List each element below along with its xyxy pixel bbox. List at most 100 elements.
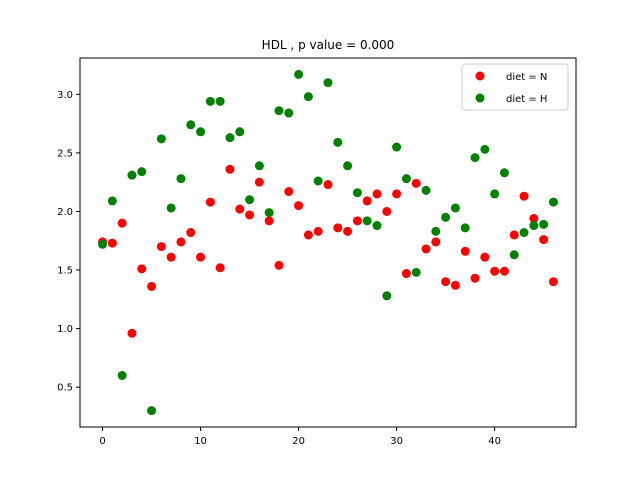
data-point	[254, 161, 264, 171]
data-point	[274, 260, 284, 270]
data-point	[382, 291, 392, 301]
data-point	[548, 197, 558, 207]
data-point	[450, 203, 460, 213]
data-point	[147, 281, 157, 291]
data-point	[392, 142, 402, 152]
data-point	[166, 203, 176, 213]
data-point	[117, 218, 127, 228]
data-point	[499, 168, 509, 178]
chart-title: HDL , p value = 0.000	[262, 38, 395, 52]
series-0	[98, 164, 558, 338]
data-point	[127, 328, 137, 338]
data-point	[401, 269, 411, 279]
data-point	[539, 235, 549, 245]
legend-marker	[475, 71, 485, 81]
y-axis: 0.5 1.0 1.5 2.0 2.5 3.0	[57, 90, 80, 394]
y-tick-label: 0.5	[57, 383, 73, 394]
data-point	[362, 196, 372, 206]
data-point	[480, 252, 490, 262]
x-tick-label: 0	[99, 436, 105, 447]
data-point	[548, 277, 558, 287]
data-point	[264, 208, 274, 218]
data-point	[431, 226, 441, 236]
data-point	[323, 78, 333, 88]
data-point	[519, 191, 529, 201]
data-point	[156, 242, 166, 252]
data-point	[303, 230, 313, 240]
data-point	[176, 174, 186, 184]
data-point	[235, 127, 245, 137]
x-tick-label: 40	[488, 436, 501, 447]
data-point	[401, 174, 411, 184]
data-point	[98, 239, 108, 249]
y-tick-label: 2.5	[57, 148, 73, 159]
data-point	[274, 106, 284, 116]
data-point	[166, 252, 176, 262]
data-point	[450, 280, 460, 290]
x-axis: 0 10 20 30 40	[99, 427, 501, 447]
series-1	[98, 69, 558, 416]
data-point	[431, 237, 441, 247]
data-point	[499, 266, 509, 276]
legend-label: diet = N	[506, 72, 547, 83]
data-point	[196, 252, 206, 262]
data-point	[147, 406, 157, 416]
y-tick-label: 1.5	[57, 266, 73, 277]
data-point	[264, 216, 274, 226]
plot-area	[79, 57, 577, 428]
data-point	[225, 133, 235, 143]
data-point	[490, 266, 500, 276]
data-point	[215, 263, 225, 273]
data-point	[284, 108, 294, 118]
data-point	[529, 213, 539, 223]
data-point	[137, 264, 147, 274]
data-point	[421, 244, 431, 254]
data-point	[352, 188, 362, 198]
data-point	[343, 161, 353, 171]
data-point	[117, 370, 127, 380]
data-point	[382, 206, 392, 216]
data-point	[470, 153, 480, 163]
y-tick-label: 3.0	[57, 90, 73, 101]
data-point	[372, 189, 382, 199]
data-point	[490, 189, 500, 199]
data-point	[392, 189, 402, 199]
data-point	[284, 187, 294, 197]
legend-label: diet = H	[506, 94, 547, 105]
data-point	[225, 164, 235, 174]
data-point	[539, 219, 549, 229]
data-point	[176, 237, 186, 247]
legend: diet = N diet = H	[461, 63, 569, 111]
y-tick-label: 2.0	[57, 207, 73, 218]
data-point	[303, 92, 313, 102]
data-point	[352, 216, 362, 226]
data-point	[323, 180, 333, 190]
data-point	[441, 277, 451, 287]
data-point	[362, 216, 372, 226]
data-point	[333, 137, 343, 147]
data-point	[509, 230, 519, 240]
data-point	[245, 195, 255, 205]
data-point	[411, 267, 421, 277]
data-point	[372, 221, 382, 231]
data-point	[294, 201, 304, 211]
data-point	[343, 226, 353, 236]
data-point	[333, 223, 343, 233]
x-tick-label: 30	[390, 436, 403, 447]
data-point	[509, 250, 519, 260]
data-point	[460, 223, 470, 233]
data-point	[235, 204, 245, 214]
plot-frame	[79, 57, 577, 428]
data-point	[313, 176, 323, 186]
data-point	[107, 196, 117, 206]
data-point	[196, 127, 206, 137]
data-point	[470, 273, 480, 283]
data-point	[294, 69, 304, 79]
data-point	[313, 226, 323, 236]
legend-marker	[475, 93, 485, 103]
data-point	[156, 134, 166, 144]
y-tick-label: 1.0	[57, 324, 73, 335]
data-point	[480, 144, 490, 154]
data-point	[107, 238, 117, 248]
